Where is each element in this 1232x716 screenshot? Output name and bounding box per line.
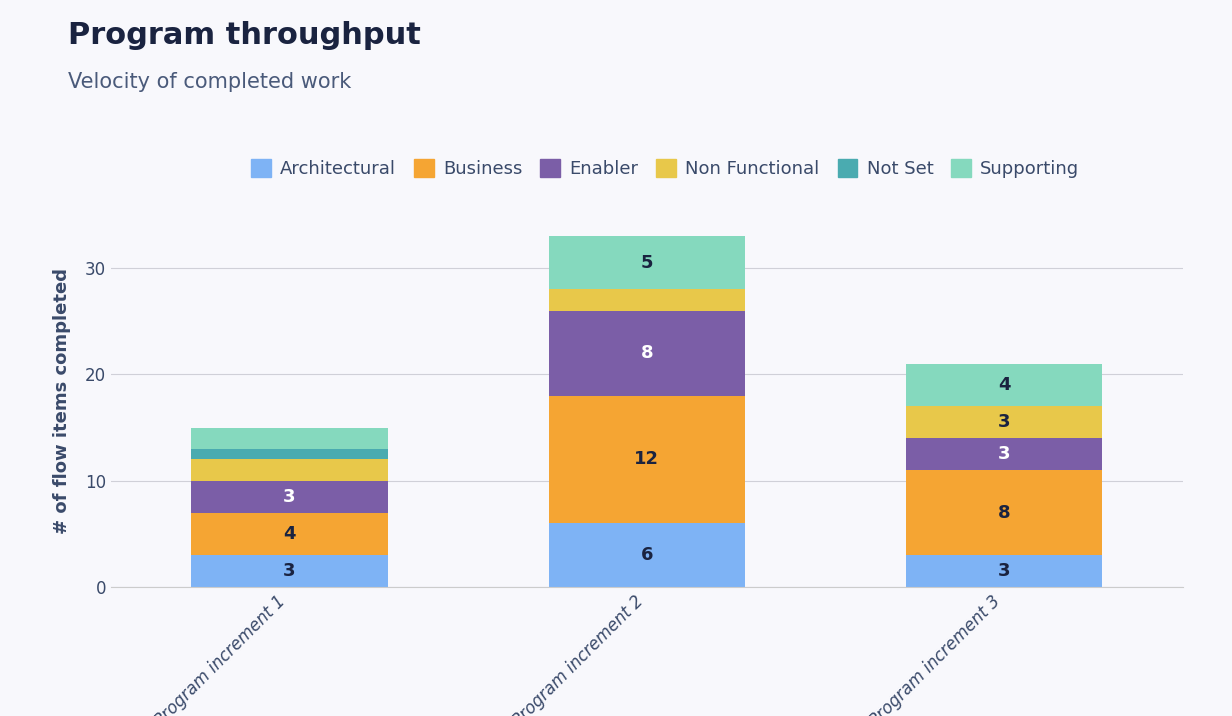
Bar <box>906 555 1103 587</box>
Bar <box>191 480 388 513</box>
Text: 4: 4 <box>998 376 1010 394</box>
Bar <box>191 427 388 449</box>
Bar <box>906 406 1103 438</box>
Bar <box>548 396 745 523</box>
Bar <box>191 460 388 480</box>
Text: 3: 3 <box>998 445 1010 463</box>
Text: Velocity of completed work: Velocity of completed work <box>68 72 351 92</box>
Bar <box>548 289 745 311</box>
Text: 3: 3 <box>283 488 296 505</box>
Bar <box>548 236 745 289</box>
Bar <box>548 311 745 396</box>
Legend: Architectural, Business, Enabler, Non Functional, Not Set, Supporting: Architectural, Business, Enabler, Non Fu… <box>244 153 1087 185</box>
Text: Program throughput: Program throughput <box>68 21 420 51</box>
Bar <box>191 555 388 587</box>
Text: 3: 3 <box>283 562 296 580</box>
Bar <box>191 513 388 555</box>
Y-axis label: # of flow items completed: # of flow items completed <box>53 268 71 534</box>
Text: 3: 3 <box>998 413 1010 431</box>
Text: 5: 5 <box>641 253 653 271</box>
Text: 4: 4 <box>283 525 296 543</box>
Text: 8: 8 <box>998 503 1010 522</box>
Bar <box>906 364 1103 406</box>
Text: 12: 12 <box>634 450 659 468</box>
Bar <box>191 449 388 460</box>
Text: 6: 6 <box>641 546 653 564</box>
Bar <box>906 438 1103 470</box>
Text: 8: 8 <box>641 344 653 362</box>
Text: 3: 3 <box>998 562 1010 580</box>
Bar <box>548 523 745 587</box>
Bar <box>906 470 1103 555</box>
